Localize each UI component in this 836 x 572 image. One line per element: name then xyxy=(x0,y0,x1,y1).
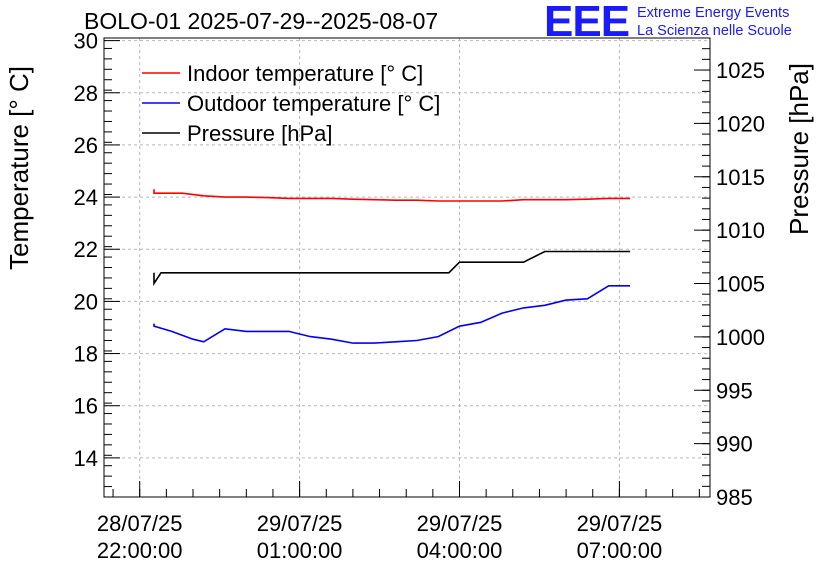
y2-tick-label: 1025 xyxy=(716,58,765,83)
y-axis-label: Temperature [° C] xyxy=(4,66,34,270)
legend-label: Indoor temperature [° C] xyxy=(187,61,423,86)
legend: Indoor temperature [° C] Outdoor temperat… xyxy=(142,61,440,146)
x-tick-label-time: 07:00:00 xyxy=(577,538,663,563)
y2-axis-label: Pressure [hPa] xyxy=(784,63,814,235)
x-tick-label-date: 29/07/25 xyxy=(257,511,343,536)
y-tick-label: 26 xyxy=(74,133,98,158)
y2-tick-label: 1020 xyxy=(716,111,765,136)
x-tick-label-time: 22:00:00 xyxy=(97,538,183,563)
y-tick-label: 14 xyxy=(74,446,98,471)
y-tick-label: 20 xyxy=(74,289,98,314)
y2-tick-label: 995 xyxy=(716,378,753,403)
x-tick-label-time: 01:00:00 xyxy=(257,538,343,563)
logo-caption-line2: La Scienza nelle Scuole xyxy=(637,23,792,39)
logo-caption-line1: Extreme Energy Events xyxy=(637,5,790,21)
y2-tick-label: 1000 xyxy=(716,325,765,350)
chart-title: BOLO-01 2025-07-29--2025-08-07 xyxy=(84,8,439,34)
y-tick-label: 16 xyxy=(74,394,98,419)
legend-label: Pressure [hPa] xyxy=(187,121,333,146)
eee-logo-caption: Extreme Energy Events La Scienza nelle S… xyxy=(637,4,792,40)
y-tick-label: 30 xyxy=(74,29,98,54)
y-tick-label: 18 xyxy=(74,342,98,367)
y2-tick-label: 1010 xyxy=(716,218,765,243)
legend-label: Outdoor temperature [° C] xyxy=(187,91,440,116)
series-line-1 xyxy=(153,189,631,202)
series-lines xyxy=(153,189,631,344)
y-tick-label: 24 xyxy=(74,185,98,210)
axes: 14 16 18 20 22 24 26 28 30 985 990 995 1000 1005 1010 1… xyxy=(74,29,765,563)
x-tick-label-date: 29/07/25 xyxy=(417,511,503,536)
y2-tick-label: 1015 xyxy=(716,165,765,190)
y2-tick-label: 990 xyxy=(716,432,753,457)
series-line-2 xyxy=(153,284,631,344)
gridlines xyxy=(104,38,710,497)
y2-tick-label: 985 xyxy=(716,485,753,510)
y-tick-label: 22 xyxy=(74,237,98,262)
y-tick-label: 28 xyxy=(74,81,98,106)
x-tick-label-date: 29/07/25 xyxy=(577,511,663,536)
series-line-3 xyxy=(153,250,631,287)
x-tick-label-date: 28/07/25 xyxy=(97,511,183,536)
eee-logo: EEE xyxy=(544,0,630,46)
x-tick-label-time: 04:00:00 xyxy=(417,538,503,563)
y2-tick-label: 1005 xyxy=(716,272,765,297)
